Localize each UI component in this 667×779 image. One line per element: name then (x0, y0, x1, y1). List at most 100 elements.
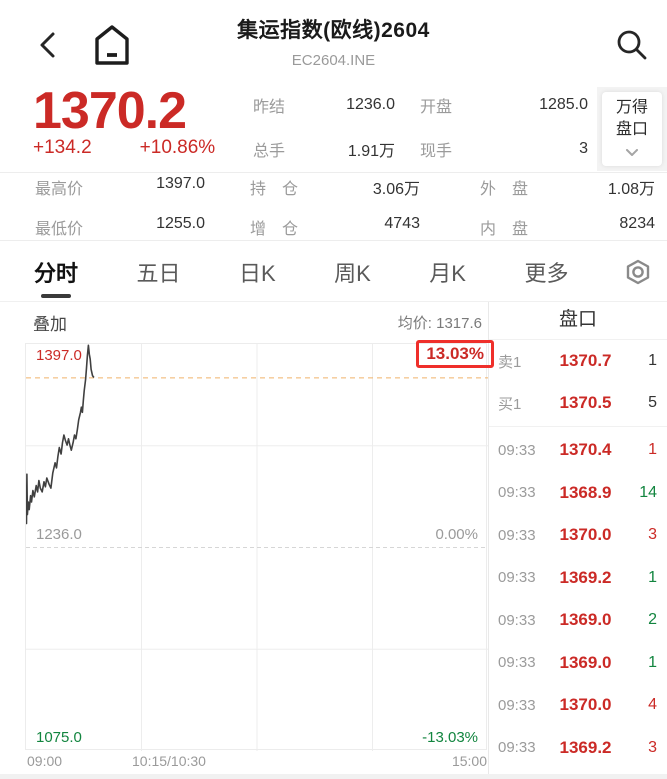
trade-time: 09:33 (498, 696, 536, 714)
stat-value: 1397.0 (156, 175, 205, 193)
stat-label: 外 盘 (480, 181, 529, 199)
stat-label: 持 仓 (250, 181, 299, 199)
panel-divider (489, 426, 667, 427)
bottom-strip (0, 774, 667, 779)
trade-row[interactable]: 09:33 1369.0 2 (489, 599, 667, 642)
ask1-row[interactable]: 卖1 1370.7 1 (489, 340, 667, 382)
stat-value: 1255.0 (156, 214, 205, 232)
time-tick: 09:00 (27, 753, 63, 769)
trade-time: 09:33 (498, 739, 536, 757)
stat-value: 1285.0 (539, 96, 588, 113)
time-axis: 09:00 10:15/10:30 15:00 (25, 753, 487, 775)
title-block: 集运指数(欧线)2604 EC2604.INE (150, 14, 517, 69)
trade-price: 1370.0 (559, 525, 612, 545)
stat-outer-volume: 外 盘 1.08万 (420, 175, 667, 199)
trade-time: 09:33 (498, 484, 536, 502)
wind-order-book-badge[interactable]: 万得 盘口 (602, 92, 662, 166)
ask1-label: 卖1 (498, 353, 522, 371)
badge-line2: 盘口 (615, 120, 648, 138)
chart-header-row: 叠加 均价: 1317.6 (0, 302, 488, 342)
trade-qty: 4 (648, 696, 657, 714)
trade-row[interactable]: 09:33 1370.4 1 (489, 429, 667, 472)
trade-row[interactable]: 09:33 1368.9 14 (489, 472, 667, 515)
stat-current-volume: 现手 3 (420, 137, 588, 161)
tab-more[interactable]: 更多 (524, 260, 569, 286)
intraday-chart-column: 叠加 均价: 1317.6 1397.0 13.03% 1236.0 0.00%… (0, 302, 494, 779)
content-area: 叠加 均价: 1317.6 1397.0 13.03% 1236.0 0.00%… (0, 302, 667, 779)
header: 集运指数(欧线)2604 EC2604.INE (0, 0, 667, 85)
stat-prev-settle: 昨结 1236.0 (253, 93, 395, 117)
stat-label: 现手 (420, 143, 453, 160)
scale-low-pct-label: -13.03% (422, 729, 478, 746)
tab-weekly-k[interactable]: 周K (334, 260, 371, 286)
quote-section: 1370.2 +134.2 +10.86% 昨结 1236.0 开盘 1285.… (0, 82, 667, 173)
scale-mid-pct-label: 0.00% (435, 526, 478, 543)
chevron-down-icon (625, 144, 639, 162)
bid1-price: 1370.5 (559, 393, 612, 412)
trade-time: 09:33 (498, 526, 536, 544)
trade-time: 09:33 (498, 611, 536, 629)
trade-price: 1369.2 (559, 567, 612, 587)
scale-high-label: 1397.0 (36, 347, 82, 364)
trade-row[interactable]: 09:33 1369.2 1 (489, 557, 667, 600)
scale-mid-label: 1236.0 (36, 526, 82, 543)
trade-qty: 1 (648, 568, 657, 586)
chart-tab-bar: 分时 五日 日K 周K 月K 更多 (0, 242, 667, 302)
bid1-row[interactable]: 买1 1370.5 5 (489, 382, 667, 424)
stat-label: 最低价 (35, 220, 84, 238)
order-book-title: 盘口 (489, 302, 667, 340)
badge-line1: 万得 (615, 98, 648, 116)
trade-qty: 3 (648, 738, 657, 756)
stat-open-interest: 持 仓 3.06万 (205, 175, 420, 199)
stat-value: 1.08万 (607, 181, 655, 199)
order-book-panel: 盘口 卖1 1370.7 1 买1 1370.5 5 09:33 1370.4 … (488, 302, 667, 779)
stat-value: 3.06万 (372, 181, 420, 199)
bid1-qty: 5 (648, 394, 657, 411)
tab-daily-k[interactable]: 日K (238, 260, 276, 286)
trade-time: 09:33 (498, 654, 536, 672)
tab-5day[interactable]: 五日 (136, 260, 181, 286)
overlay-button[interactable]: 叠加 (33, 314, 67, 334)
chart-settings-icon[interactable] (625, 258, 651, 286)
trade-row[interactable]: 09:33 1370.0 3 (489, 514, 667, 557)
detail-stats-grid: 最高价 1397.0 持 仓 3.06万 外 盘 1.08万 最低价 1255.… (0, 174, 667, 241)
tab-monthly-k[interactable]: 月K (429, 260, 466, 286)
scale-low-label: 1075.0 (36, 729, 82, 746)
trade-price: 1368.9 (559, 482, 612, 502)
stat-label: 昨结 (253, 99, 286, 116)
trade-row[interactable]: 09:33 1370.0 4 (489, 684, 667, 727)
intraday-plot[interactable]: 1397.0 13.03% 1236.0 0.00% 1075.0 -13.03… (25, 340, 494, 751)
bid1-label: 买1 (498, 395, 522, 413)
stat-value: 3 (579, 140, 588, 157)
intraday-plot-svg (26, 344, 488, 751)
ask1-price: 1370.7 (559, 351, 612, 370)
tab-intraday[interactable]: 分时 (32, 246, 80, 298)
stat-label: 内 盘 (480, 220, 529, 238)
trade-price: 1370.0 (559, 695, 612, 715)
stat-open: 开盘 1285.0 (420, 93, 588, 117)
stat-value: 1.91万 (347, 143, 395, 160)
search-icon[interactable] (615, 28, 649, 67)
trade-time: 09:33 (498, 441, 536, 459)
stat-value: 1236.0 (346, 96, 395, 113)
scale-high-pct-highlight: 13.03% (416, 340, 494, 368)
trade-qty: 1 (648, 653, 657, 671)
stat-inner-volume: 内 盘 8234 (420, 215, 667, 239)
back-icon[interactable] (38, 30, 58, 65)
trade-qty: 1 (648, 441, 657, 459)
trade-qty: 2 (648, 611, 657, 629)
page-title: 集运指数(欧线)2604 (237, 19, 430, 42)
stat-label: 总手 (253, 143, 286, 160)
stat-value: 8234 (619, 214, 655, 232)
trade-price: 1370.4 (559, 440, 612, 460)
avg-price-label: 均价: 1317.6 (397, 314, 482, 332)
trade-price: 1369.2 (559, 737, 612, 757)
stat-label: 开盘 (420, 99, 453, 116)
home-icon[interactable] (92, 22, 132, 73)
trade-row[interactable]: 09:33 1369.2 3 (489, 727, 667, 770)
price-change: +134.2 (33, 137, 92, 158)
stat-low: 最低价 1255.0 (35, 215, 205, 239)
trade-row[interactable]: 09:33 1369.0 1 (489, 642, 667, 685)
trade-qty: 14 (639, 483, 657, 501)
